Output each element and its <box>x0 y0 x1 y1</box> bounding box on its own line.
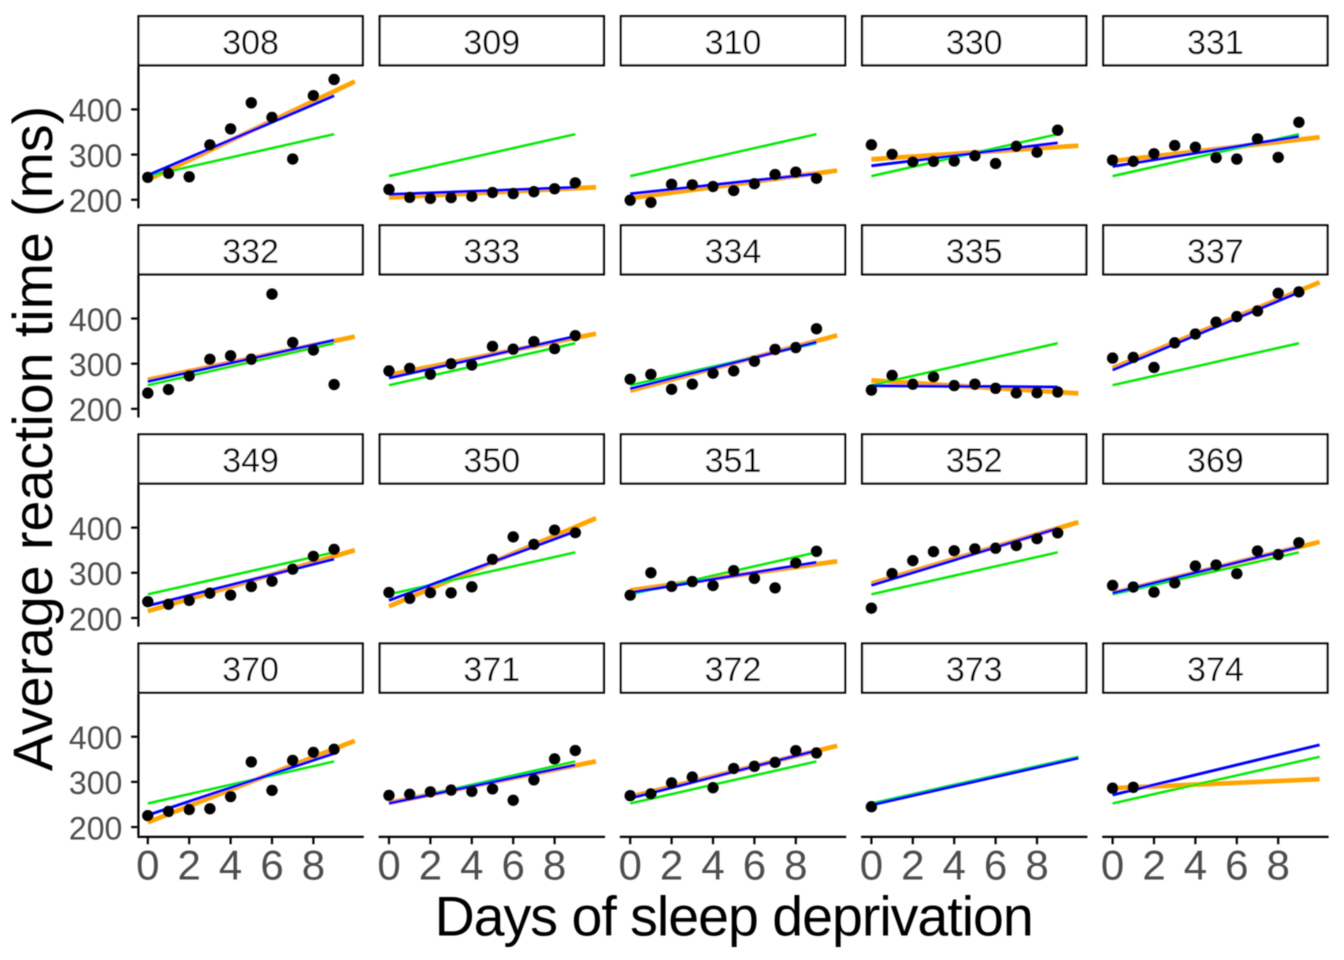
svg-text:352: 352 <box>946 442 1003 480</box>
svg-text:8: 8 <box>1025 842 1048 889</box>
svg-text:6: 6 <box>743 842 766 889</box>
svg-text:335: 335 <box>946 233 1003 271</box>
svg-text:4: 4 <box>943 842 966 889</box>
svg-text:350: 350 <box>463 442 520 480</box>
svg-text:8: 8 <box>1267 842 1290 889</box>
svg-text:308: 308 <box>222 24 279 62</box>
svg-text:4: 4 <box>219 842 242 889</box>
svg-text:351: 351 <box>705 442 762 480</box>
svg-text:0: 0 <box>1101 842 1124 889</box>
svg-text:6: 6 <box>984 842 1007 889</box>
svg-text:Days of sleep deprivation: Days of sleep deprivation <box>435 886 1033 948</box>
svg-text:310: 310 <box>705 24 762 62</box>
svg-text:4: 4 <box>460 842 483 889</box>
svg-text:0: 0 <box>377 842 400 889</box>
svg-text:371: 371 <box>463 651 520 689</box>
svg-text:0: 0 <box>619 842 642 889</box>
svg-text:400: 400 <box>69 720 122 756</box>
svg-text:0: 0 <box>860 842 883 889</box>
svg-text:8: 8 <box>784 842 807 889</box>
svg-text:8: 8 <box>543 842 566 889</box>
svg-text:200: 200 <box>69 810 122 846</box>
svg-text:300: 300 <box>69 765 122 801</box>
svg-text:374: 374 <box>1187 651 1244 689</box>
svg-text:309: 309 <box>463 24 520 62</box>
svg-text:8: 8 <box>302 842 325 889</box>
svg-text:300: 300 <box>69 556 122 592</box>
svg-text:2: 2 <box>178 842 201 889</box>
svg-text:200: 200 <box>69 601 122 637</box>
svg-text:370: 370 <box>222 651 279 689</box>
svg-text:372: 372 <box>705 651 762 689</box>
svg-text:2: 2 <box>419 842 442 889</box>
svg-text:0: 0 <box>136 842 159 889</box>
svg-text:4: 4 <box>1184 842 1207 889</box>
svg-text:4: 4 <box>701 842 724 889</box>
svg-text:400: 400 <box>69 93 122 129</box>
svg-text:332: 332 <box>222 233 279 271</box>
svg-text:200: 200 <box>69 392 122 428</box>
svg-text:Average reaction time (ms): Average reaction time (ms) <box>2 106 64 771</box>
svg-text:2: 2 <box>1142 842 1165 889</box>
svg-text:330: 330 <box>946 24 1003 62</box>
svg-text:300: 300 <box>69 138 122 174</box>
svg-text:200: 200 <box>69 183 122 219</box>
svg-text:373: 373 <box>946 651 1003 689</box>
svg-text:337: 337 <box>1187 233 1244 271</box>
svg-text:331: 331 <box>1187 24 1244 62</box>
svg-text:349: 349 <box>222 442 279 480</box>
svg-text:6: 6 <box>1225 842 1248 889</box>
svg-text:6: 6 <box>260 842 283 889</box>
svg-text:6: 6 <box>502 842 525 889</box>
svg-text:2: 2 <box>660 842 683 889</box>
svg-text:400: 400 <box>69 511 122 547</box>
svg-text:300: 300 <box>69 347 122 383</box>
svg-text:333: 333 <box>463 233 520 271</box>
svg-text:2: 2 <box>901 842 924 889</box>
svg-text:369: 369 <box>1187 442 1244 480</box>
svg-text:334: 334 <box>705 233 762 271</box>
svg-text:400: 400 <box>69 302 122 338</box>
